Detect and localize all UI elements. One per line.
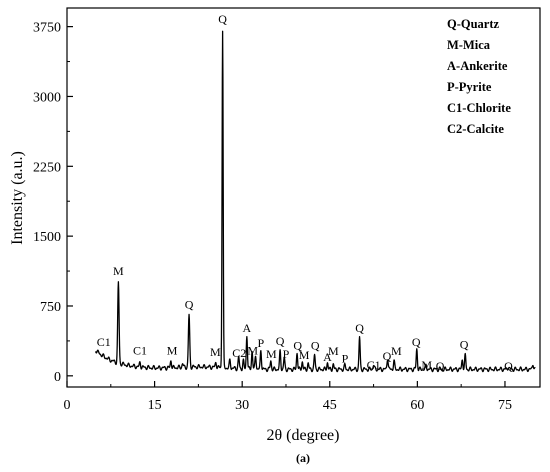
peak-label: Q <box>504 359 513 373</box>
y-tick-label: 2250 <box>33 160 61 175</box>
y-tick-label: 0 <box>54 370 61 385</box>
x-tick-label: 15 <box>148 398 162 413</box>
peak-label: P <box>258 336 265 350</box>
x-tick-label: 30 <box>235 398 249 413</box>
y-tick-label: 3750 <box>33 21 61 36</box>
x-tick-label: 45 <box>323 398 337 413</box>
peak-label: A <box>243 321 252 335</box>
peak-label: M <box>113 264 124 278</box>
x-tick-label: 75 <box>498 398 512 413</box>
legend-entry: Q-Quartz <box>447 17 500 31</box>
peak-label: M <box>210 345 221 359</box>
peak-label: M <box>167 343 178 357</box>
peak-label: C1 <box>133 343 147 357</box>
y-tick-label: 3000 <box>33 90 61 105</box>
x-tick-label: 0 <box>64 398 71 413</box>
axis-ticks <box>66 26 506 387</box>
legend-entry: A-Ankerite <box>447 59 508 73</box>
peak-label: Q <box>185 298 194 312</box>
peak-label: Q <box>460 338 469 352</box>
series-line <box>94 30 536 373</box>
peak-label: M <box>391 344 402 358</box>
x-tick-label: 60 <box>410 398 424 413</box>
x-tick-labels: 0 15 30 45 60 75 <box>64 398 512 413</box>
legend-entry: P-Pyrite <box>447 80 492 94</box>
peak-label: A <box>323 350 332 364</box>
peak-label: M <box>299 348 310 362</box>
peak-label: Q <box>218 12 227 26</box>
peak-label: Q <box>355 321 364 335</box>
plot-frame <box>66 7 541 388</box>
peak-label: C2 <box>232 346 246 360</box>
y-axis-title: Intensity (a.u.) <box>9 151 26 245</box>
y-tick-labels: 0 750 1500 2250 3000 3750 <box>33 21 61 385</box>
y-tick-label: 750 <box>40 300 61 315</box>
peak-label: Q <box>276 334 285 348</box>
peak-label: Q <box>293 339 302 353</box>
peak-label: P <box>342 352 349 366</box>
peak-label: C1 <box>97 335 111 349</box>
peak-label: Q <box>436 359 445 373</box>
figure-caption: (a) <box>296 451 310 465</box>
peak-label: M <box>266 347 277 361</box>
peak-label: Q <box>412 335 421 349</box>
legend-entry: C1-Chlorite <box>447 101 511 115</box>
peak-label: Q <box>383 349 392 363</box>
peak-label: C1 <box>367 358 381 372</box>
peak-label: M <box>421 358 432 372</box>
peak-label: Q <box>311 339 320 353</box>
peak-label: M <box>328 344 339 358</box>
legend-entry: C2-Calcite <box>447 122 504 136</box>
y-tick-label: 1500 <box>33 230 61 245</box>
x-axis-title: 2θ (degree) <box>267 427 340 444</box>
legend: Q-Quartz M-Mica A-Ankerite P-Pyrite C1-Chlor… <box>447 17 511 136</box>
peak-label: P <box>283 347 290 361</box>
peak-label: M <box>247 343 258 357</box>
legend-entry: M-Mica <box>447 38 491 52</box>
